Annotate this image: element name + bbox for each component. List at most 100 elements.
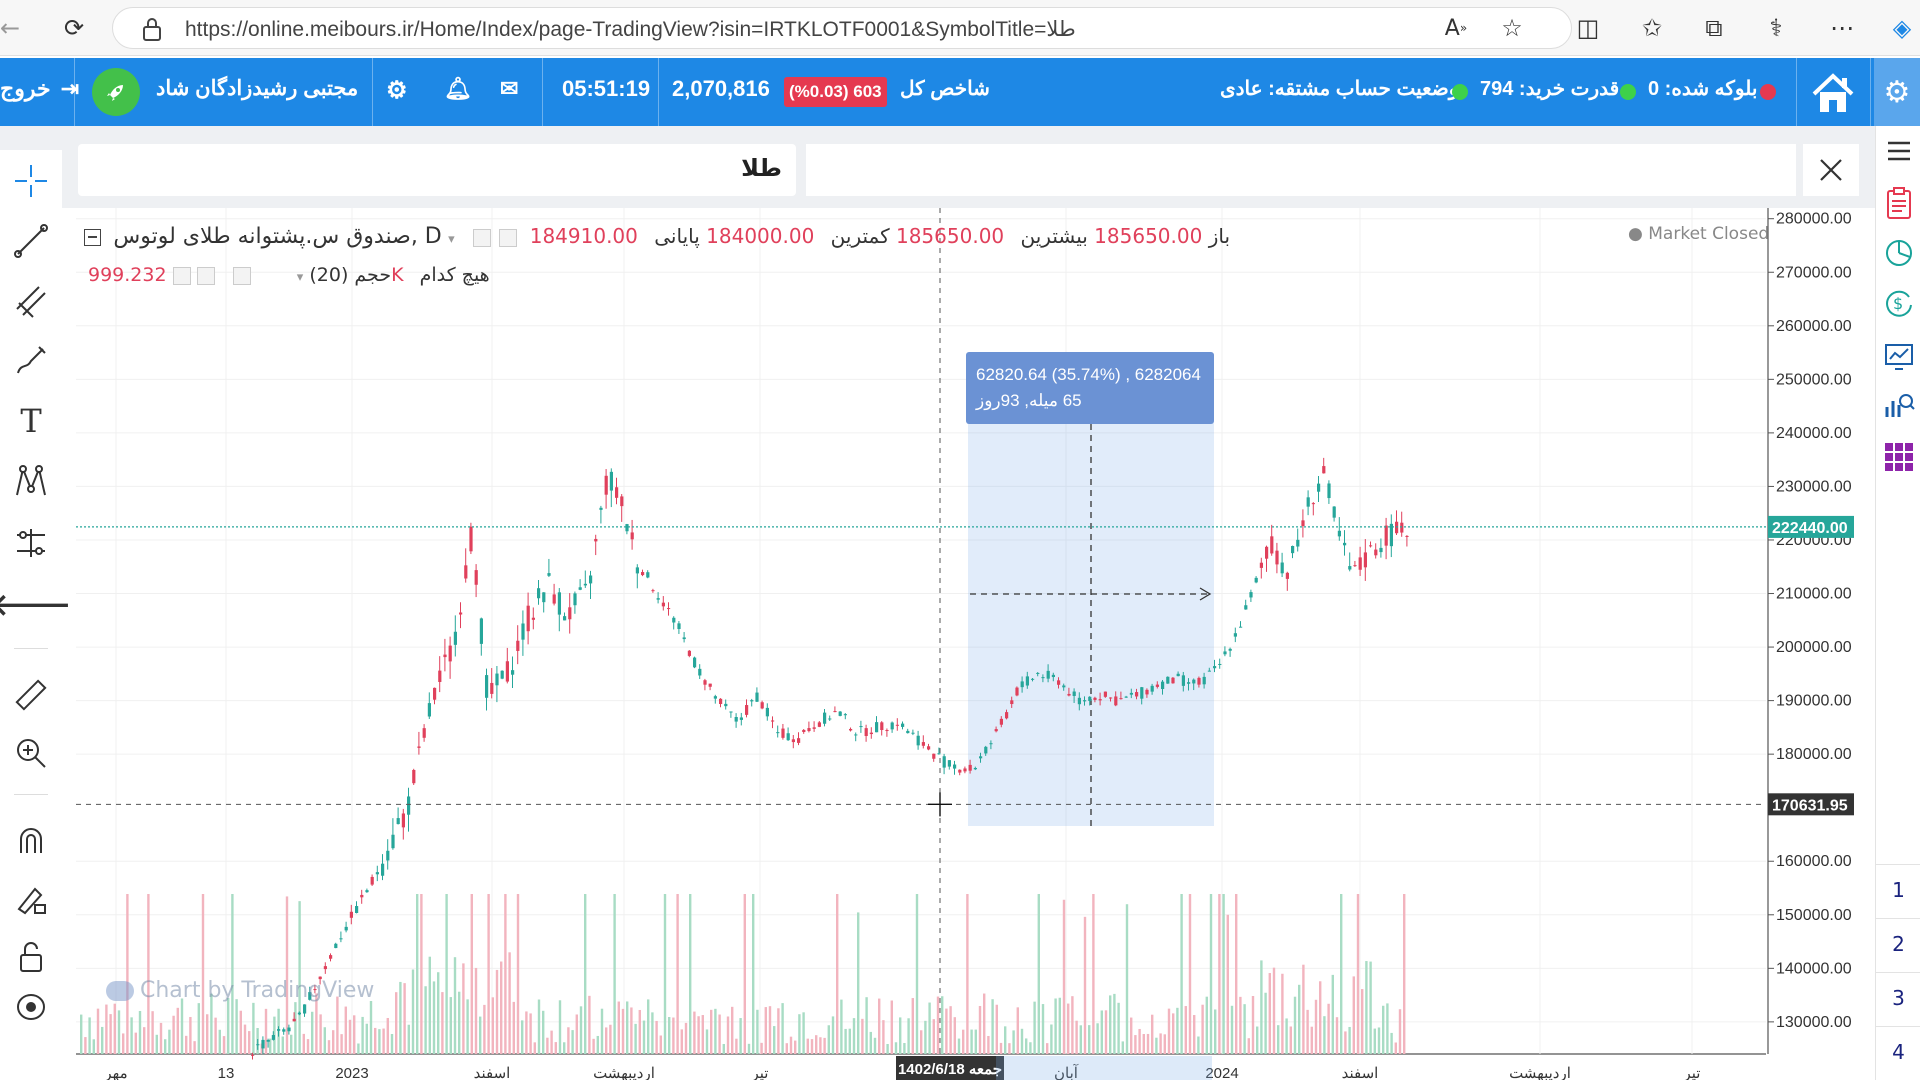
- legend-dropdown-icon[interactable]: ▾: [448, 232, 455, 247]
- layout-2-button[interactable]: 2: [1876, 918, 1920, 968]
- volume-dropdown-icon[interactable]: ▾: [296, 270, 304, 285]
- candle-body: [1296, 539, 1300, 547]
- chart-panel[interactable]: 280000.00 270000.00 260000.00 250000.00 2400…: [76, 208, 1856, 1080]
- candle-body: [1233, 633, 1237, 637]
- magnet-icon[interactable]: [10, 820, 52, 862]
- volume-bar: [605, 1027, 608, 1054]
- refresh-icon[interactable]: ⟳: [63, 14, 85, 42]
- trend-line-icon[interactable]: [10, 220, 52, 262]
- volume-bar: [651, 1012, 654, 1054]
- close-tab-button[interactable]: [1803, 144, 1859, 196]
- visibility-eye-icon[interactable]: [10, 986, 52, 1028]
- volume-bar: [1369, 961, 1372, 1054]
- ruler-icon[interactable]: [10, 674, 52, 716]
- volume-bar: [1159, 1033, 1162, 1054]
- legend-gear-icon[interactable]: [499, 228, 518, 247]
- layout-3-button[interactable]: 3: [1876, 972, 1920, 1022]
- messages-mail-icon[interactable]: ✉: [500, 76, 519, 101]
- settings-gear-icon[interactable]: ⚙: [386, 77, 408, 104]
- volume-bar: [1046, 1043, 1049, 1054]
- logout-button[interactable]: خروج ⇥: [0, 76, 79, 102]
- candle-body: [885, 730, 889, 732]
- pie-chart-icon[interactable]: [1882, 236, 1916, 270]
- volume-bar: [458, 991, 461, 1054]
- clipboard-list-icon[interactable]: [1882, 186, 1916, 220]
- home-icon[interactable]: [1808, 68, 1858, 118]
- volume-bar: [1302, 964, 1305, 1054]
- zoom-in-icon[interactable]: [10, 732, 52, 774]
- volume-bar: [873, 1037, 877, 1054]
- back-arrow-icon[interactable]: 🡐: [0, 588, 72, 623]
- layout-4-button[interactable]: 4: [1876, 1026, 1920, 1076]
- volume-bar: [88, 1017, 91, 1054]
- candle-body: [1098, 699, 1102, 701]
- candle-body: [349, 911, 353, 918]
- candle-body: [1363, 552, 1367, 568]
- candle-body: [256, 1044, 260, 1046]
- y-tick-label: 260000.00: [1776, 318, 1852, 335]
- unlock-icon[interactable]: [10, 936, 52, 978]
- volume-bar: [201, 894, 205, 1054]
- copilot-icon[interactable]: ◈: [1892, 14, 1912, 42]
- apps-grid-icon[interactable]: [1882, 440, 1916, 474]
- tab-gold[interactable]: طلا: [78, 144, 796, 196]
- extensions-icon[interactable]: ⚕: [1769, 14, 1783, 42]
- split-screen-icon[interactable]: ◫: [1576, 14, 1600, 42]
- volume-bar: [941, 996, 944, 1054]
- monitor-chart-icon[interactable]: [1882, 340, 1916, 374]
- read-aloud-icon[interactable]: A»: [1444, 15, 1468, 41]
- candle-body: [552, 594, 556, 604]
- candle-body: [1109, 697, 1113, 699]
- dollar-refresh-icon[interactable]: $: [1882, 286, 1916, 320]
- volume-bar: [445, 894, 448, 1054]
- lock-drawing-icon[interactable]: [10, 878, 52, 920]
- prediction-tool-icon[interactable]: [10, 522, 52, 564]
- price-chart-svg[interactable]: 280000.00 270000.00 260000.00 250000.00 2400…: [76, 208, 1856, 1080]
- back-icon[interactable]: ←: [0, 14, 21, 42]
- text-tool-icon[interactable]: T: [20, 402, 42, 440]
- candle-body: [329, 955, 333, 959]
- favorites-icon[interactable]: ✩: [1641, 14, 1663, 42]
- volume-bar: [1109, 995, 1112, 1054]
- volume-bar: [411, 969, 415, 1054]
- volume-bar: [865, 997, 868, 1054]
- volume-bar: [1054, 998, 1057, 1054]
- menu-hamburger-icon[interactable]: [1882, 134, 1916, 168]
- y-tick-label: 150000.00: [1776, 907, 1852, 924]
- volume-bar: [999, 1042, 1003, 1054]
- brush-icon[interactable]: [10, 340, 52, 382]
- volume-bar: [1184, 1006, 1187, 1054]
- candle-body: [802, 729, 806, 733]
- legend-collapse-icon[interactable]: [84, 229, 101, 246]
- address-bar[interactable]: https://online.meibours.ir/Home/Index/pa…: [112, 7, 1572, 49]
- candle-body: [797, 738, 801, 743]
- candle-body: [1062, 685, 1066, 688]
- collections-icon[interactable]: ⧉: [1705, 14, 1723, 42]
- bar-search-icon[interactable]: [1882, 388, 1916, 422]
- candle-body: [1244, 605, 1248, 610]
- volume-bar: [84, 1037, 87, 1054]
- notification-bell-icon[interactable]: 🔔︎: [444, 76, 472, 101]
- volume-bar: [542, 1010, 545, 1054]
- candle-body: [1280, 562, 1284, 574]
- volume-remove-icon[interactable]: [172, 266, 191, 285]
- volume-bar: [1096, 1023, 1099, 1054]
- volume-gear-icon[interactable]: [196, 266, 215, 285]
- more-menu-icon[interactable]: ⋯: [1830, 14, 1854, 42]
- candle-body: [729, 711, 733, 713]
- volume-bar: [1172, 1013, 1175, 1054]
- crosshair-icon[interactable]: [10, 160, 52, 202]
- admin-settings-icon[interactable]: ⚙: [1874, 58, 1920, 126]
- candle-body: [895, 724, 899, 726]
- user-avatar[interactable]: [92, 68, 140, 116]
- pattern-icon[interactable]: [10, 460, 52, 502]
- volume-bar: [668, 1017, 671, 1054]
- pitchfork-icon[interactable]: [10, 280, 52, 322]
- volume-settings-icon[interactable]: [232, 266, 251, 285]
- layout-1-button[interactable]: 1: [1876, 864, 1920, 914]
- favorite-star-icon[interactable]: ☆: [1501, 14, 1523, 42]
- account-status-dot: [1452, 84, 1468, 100]
- candle-body: [287, 1027, 291, 1032]
- legend-settings-icon[interactable]: [473, 228, 491, 247]
- x-tick-label: 13: [218, 1065, 235, 1080]
